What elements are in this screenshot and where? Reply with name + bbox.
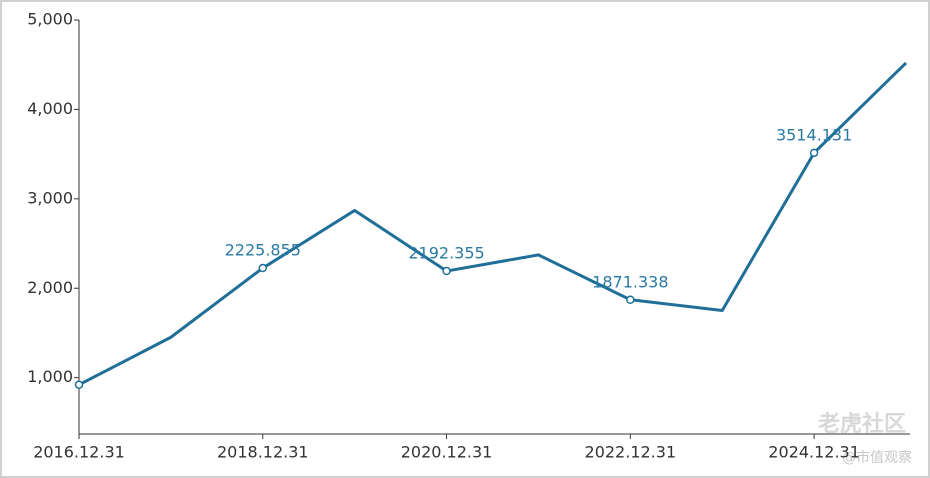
value-label: 1871.338 [592, 272, 668, 291]
point [442, 266, 451, 276]
watermark-handle: @市值观察 [842, 449, 912, 466]
y-tick-label: 3,000 [27, 188, 73, 207]
value-label: 2225.855 [225, 241, 301, 260]
x-tick-label: 2022.12.31 [585, 443, 677, 462]
x-tick-label: 2016.12.31 [33, 443, 125, 462]
value-label: 3514.131 [776, 125, 852, 144]
point [809, 148, 819, 158]
y-tick-label: 2,000 [27, 278, 73, 297]
y-tick-label: 5,000 [27, 10, 73, 29]
y-tick-label: 4,000 [27, 99, 73, 118]
x-tick-label: 2018.12.31 [217, 443, 309, 462]
point [258, 263, 268, 273]
watermark-logo: 老虎社区 [817, 411, 906, 437]
line [78, 61, 908, 387]
value-label: 2192.355 [408, 244, 484, 263]
x-tick-label: 2024.12.31 [768, 443, 860, 462]
point [626, 295, 635, 305]
y-tick-label: 1,000 [27, 367, 73, 386]
point [74, 380, 84, 389]
x-tick-label: 2020.12.31 [401, 443, 493, 462]
